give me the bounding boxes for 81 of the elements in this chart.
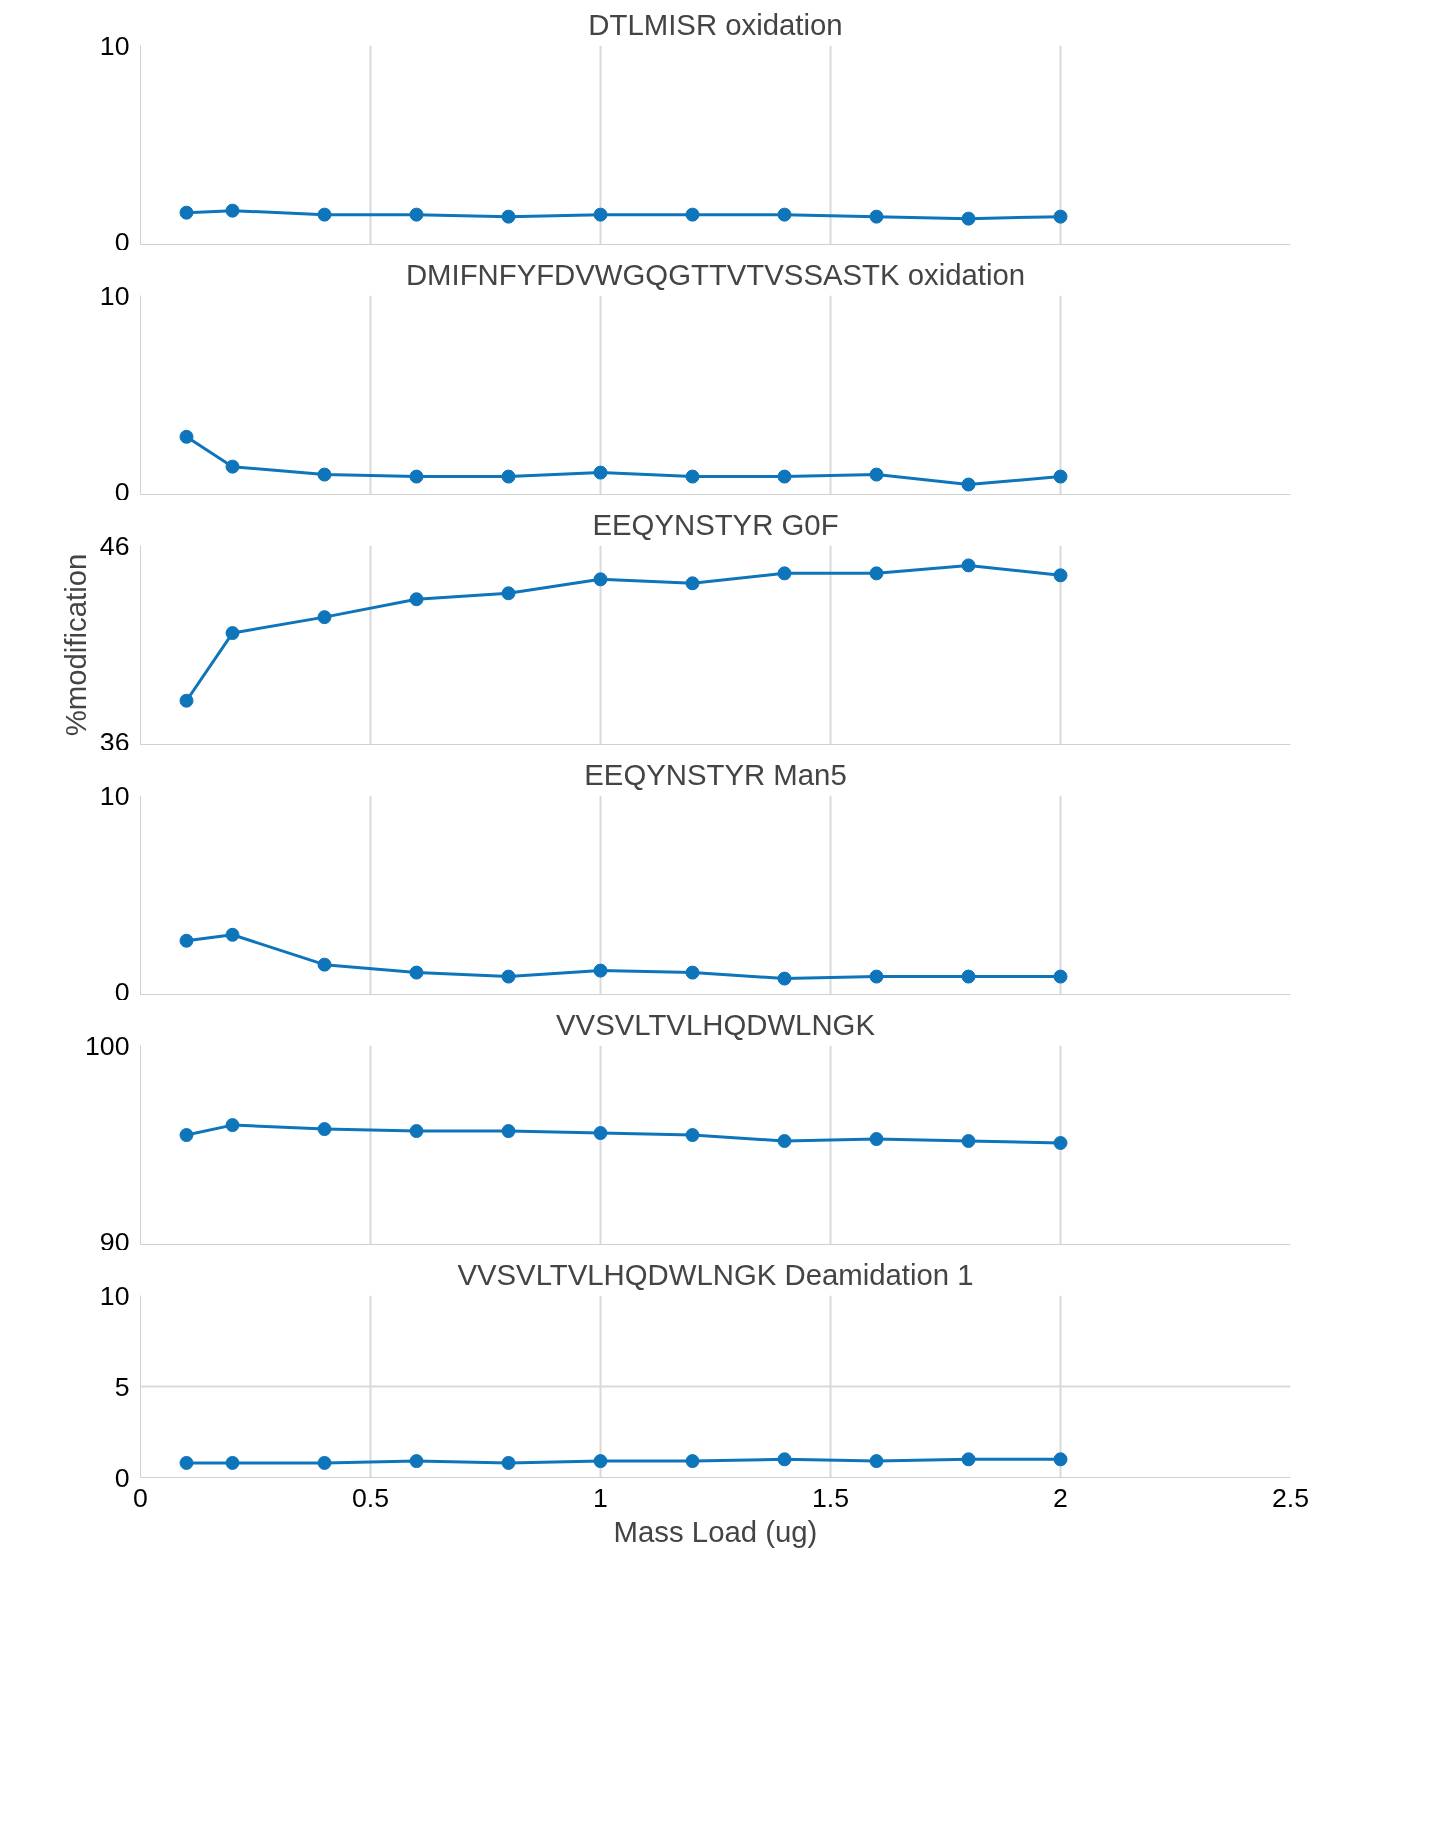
point: [869, 467, 884, 482]
point: [777, 207, 792, 222]
x-tick-label: 1.5: [811, 1482, 850, 1513]
point: [501, 469, 516, 484]
y-tick-label: 0: [114, 1462, 130, 1493]
point: [225, 1118, 240, 1133]
x-tick-label: 0.5: [351, 1482, 390, 1513]
point: [777, 1134, 792, 1149]
chart-title: DTLMISR oxidation: [588, 7, 843, 41]
point: [225, 927, 240, 942]
y-tick-label: 0: [114, 976, 130, 1007]
point: [685, 469, 700, 484]
x-axis-title: Mass Load (ug): [613, 1514, 818, 1548]
point: [501, 1124, 516, 1139]
x-tick-label: 1: [593, 1482, 608, 1513]
point: [409, 1124, 424, 1139]
point: [869, 1132, 884, 1147]
point: [409, 207, 424, 222]
chart-title: EEQYNSTYR Man5: [584, 757, 847, 791]
point: [317, 1122, 332, 1137]
point: [225, 203, 240, 218]
point: [777, 566, 792, 581]
y-tick-label: 10: [99, 280, 130, 311]
x-tick-label: 2.5: [1271, 1482, 1310, 1513]
y-tick-label: 10: [99, 780, 130, 811]
point: [501, 209, 516, 224]
point: [869, 209, 884, 224]
point: [685, 576, 700, 591]
point: [593, 207, 608, 222]
point: [685, 1128, 700, 1143]
y-tick-label: 46: [99, 530, 130, 561]
point: [501, 969, 516, 984]
point: [869, 566, 884, 581]
point: [1053, 1136, 1068, 1150]
point: [961, 211, 976, 226]
point: [961, 1134, 976, 1149]
x-tick-label: 2: [1053, 1482, 1068, 1513]
point: [317, 957, 332, 972]
y-axis-title: %modification: [58, 553, 92, 737]
point: [501, 586, 516, 601]
point: [409, 592, 424, 607]
point: [869, 969, 884, 984]
point: [593, 572, 608, 587]
point: [1053, 469, 1068, 484]
point: [1053, 568, 1068, 583]
y-tick-label: 10: [99, 1280, 130, 1311]
point: [1053, 969, 1068, 984]
chart-title: DMIFNFYFDVWGQGTTVTVSSASTK oxidation: [405, 257, 1026, 291]
point: [593, 465, 608, 480]
y-tick-label: 0: [114, 226, 130, 257]
point: [961, 558, 976, 573]
point: [409, 965, 424, 980]
point: [225, 626, 240, 641]
point: [317, 610, 332, 625]
point: [179, 693, 194, 708]
point: [179, 933, 194, 948]
point: [317, 207, 332, 222]
point: [685, 207, 700, 222]
y-tick-label: 0: [114, 476, 130, 507]
y-tick-label: 5: [114, 1371, 130, 1402]
y-tick-label: 36: [99, 726, 130, 757]
point: [409, 469, 424, 484]
point: [685, 965, 700, 980]
y-tick-label: 90: [99, 1226, 130, 1257]
chart-title: VVSVLTVLHQDWLNGK Deamidation 1: [457, 1257, 974, 1291]
point: [1053, 209, 1068, 224]
chart-title: EEQYNSTYR G0F: [592, 507, 839, 541]
point: [593, 1126, 608, 1141]
point: [179, 205, 194, 220]
point: [179, 1128, 194, 1143]
point: [777, 469, 792, 484]
y-tick-label: 100: [85, 1030, 130, 1061]
point: [225, 459, 240, 474]
chart-title: VVSVLTVLHQDWLNGK: [556, 1007, 876, 1041]
point: [179, 429, 194, 444]
point: [961, 969, 976, 984]
point: [961, 477, 976, 492]
y-tick-label: 10: [99, 30, 130, 61]
point: [317, 467, 332, 482]
point: [777, 971, 792, 986]
point: [593, 963, 608, 978]
